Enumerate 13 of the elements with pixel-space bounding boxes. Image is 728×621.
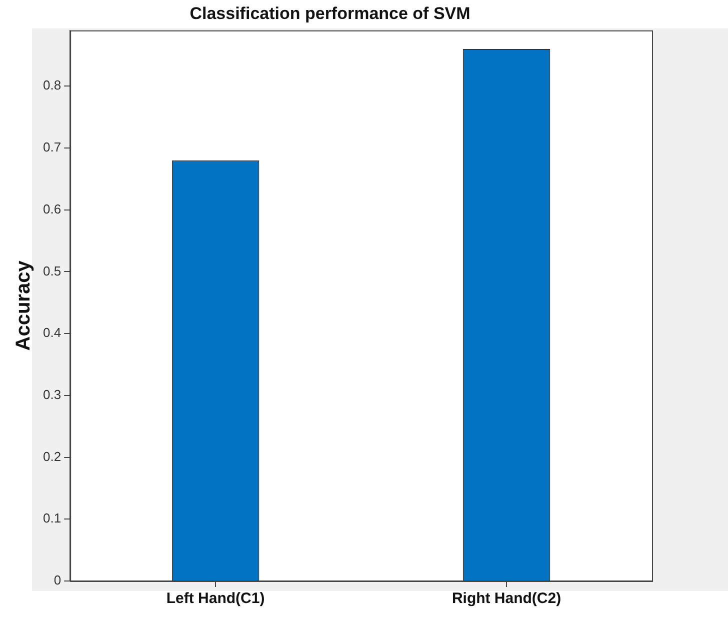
y-tick-label: 0.6 (42, 201, 62, 216)
y-tick-label: 0 (54, 572, 62, 588)
y-tick-label: 0.2 (42, 448, 62, 464)
y-tick-label: 0.8 (42, 78, 62, 93)
x-tick-label: Left Hand(C1) (166, 590, 265, 608)
y-tick-label: 0.4 (42, 325, 62, 340)
x-tick-label: Right Hand(C2) (452, 590, 562, 608)
y-tick-label: 0.1 (42, 510, 62, 526)
y-axis-title: Accuracy (12, 260, 35, 351)
y-tick-label: 0.3 (42, 386, 62, 402)
chart-title: Classification performance of SVM (190, 4, 470, 23)
y-tick-label: 0.5 (42, 263, 62, 278)
y-tick-label: 0.7 (42, 140, 62, 155)
